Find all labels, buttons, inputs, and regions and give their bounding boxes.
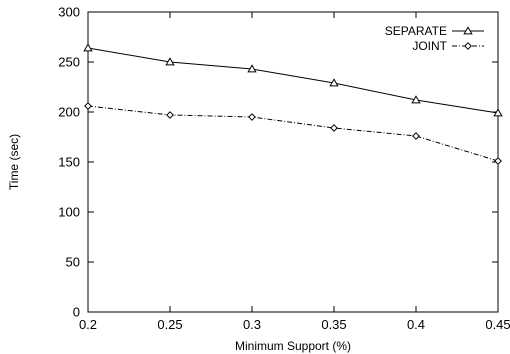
x-axis: 0.2 0.25 0.3 0.35 0.4 0.45	[79, 12, 510, 332]
y-tick-label: 200	[58, 105, 80, 120]
data-point	[411, 95, 421, 104]
legend-marker	[464, 42, 472, 50]
legend-label: SEPARATE	[385, 24, 447, 38]
data-point	[329, 78, 339, 87]
x-tick-label: 0.45	[485, 317, 510, 332]
data-point	[83, 43, 93, 52]
data-point	[165, 57, 175, 66]
x-tick-label: 0.25	[157, 317, 182, 332]
y-axis: 0 50 100 150 200 250 300	[58, 5, 498, 320]
x-tick-label: 0.35	[321, 317, 346, 332]
y-tick-label: 300	[58, 5, 80, 20]
data-point	[412, 132, 420, 140]
y-tick-label: 150	[58, 155, 80, 170]
y-tick-label: 250	[58, 55, 80, 70]
data-point	[166, 111, 174, 119]
series-line	[87, 105, 499, 162]
series-line	[87, 47, 499, 114]
y-tick-label: 100	[58, 205, 80, 220]
data-point	[493, 108, 503, 117]
x-tick-label: 0.4	[407, 317, 425, 332]
y-tick-label: 50	[66, 255, 80, 270]
series-joint	[84, 102, 502, 165]
legend-marker	[463, 26, 473, 35]
data-point	[494, 157, 502, 165]
x-tick-label: 0.3	[243, 317, 261, 332]
y-tick-label: 0	[73, 305, 80, 320]
x-tick-label: 0.2	[79, 317, 97, 332]
series-separate	[83, 43, 503, 117]
plot-frame	[87, 11, 499, 313]
data-point	[84, 102, 92, 110]
series-layer	[83, 43, 503, 165]
data-point	[247, 64, 257, 73]
data-point	[248, 113, 256, 121]
data-point	[330, 124, 338, 132]
y-axis-label: Time (sec)	[7, 134, 21, 190]
legend-label: JOINT	[412, 39, 447, 53]
x-axis-label: Minimum Support (%)	[235, 339, 351, 353]
